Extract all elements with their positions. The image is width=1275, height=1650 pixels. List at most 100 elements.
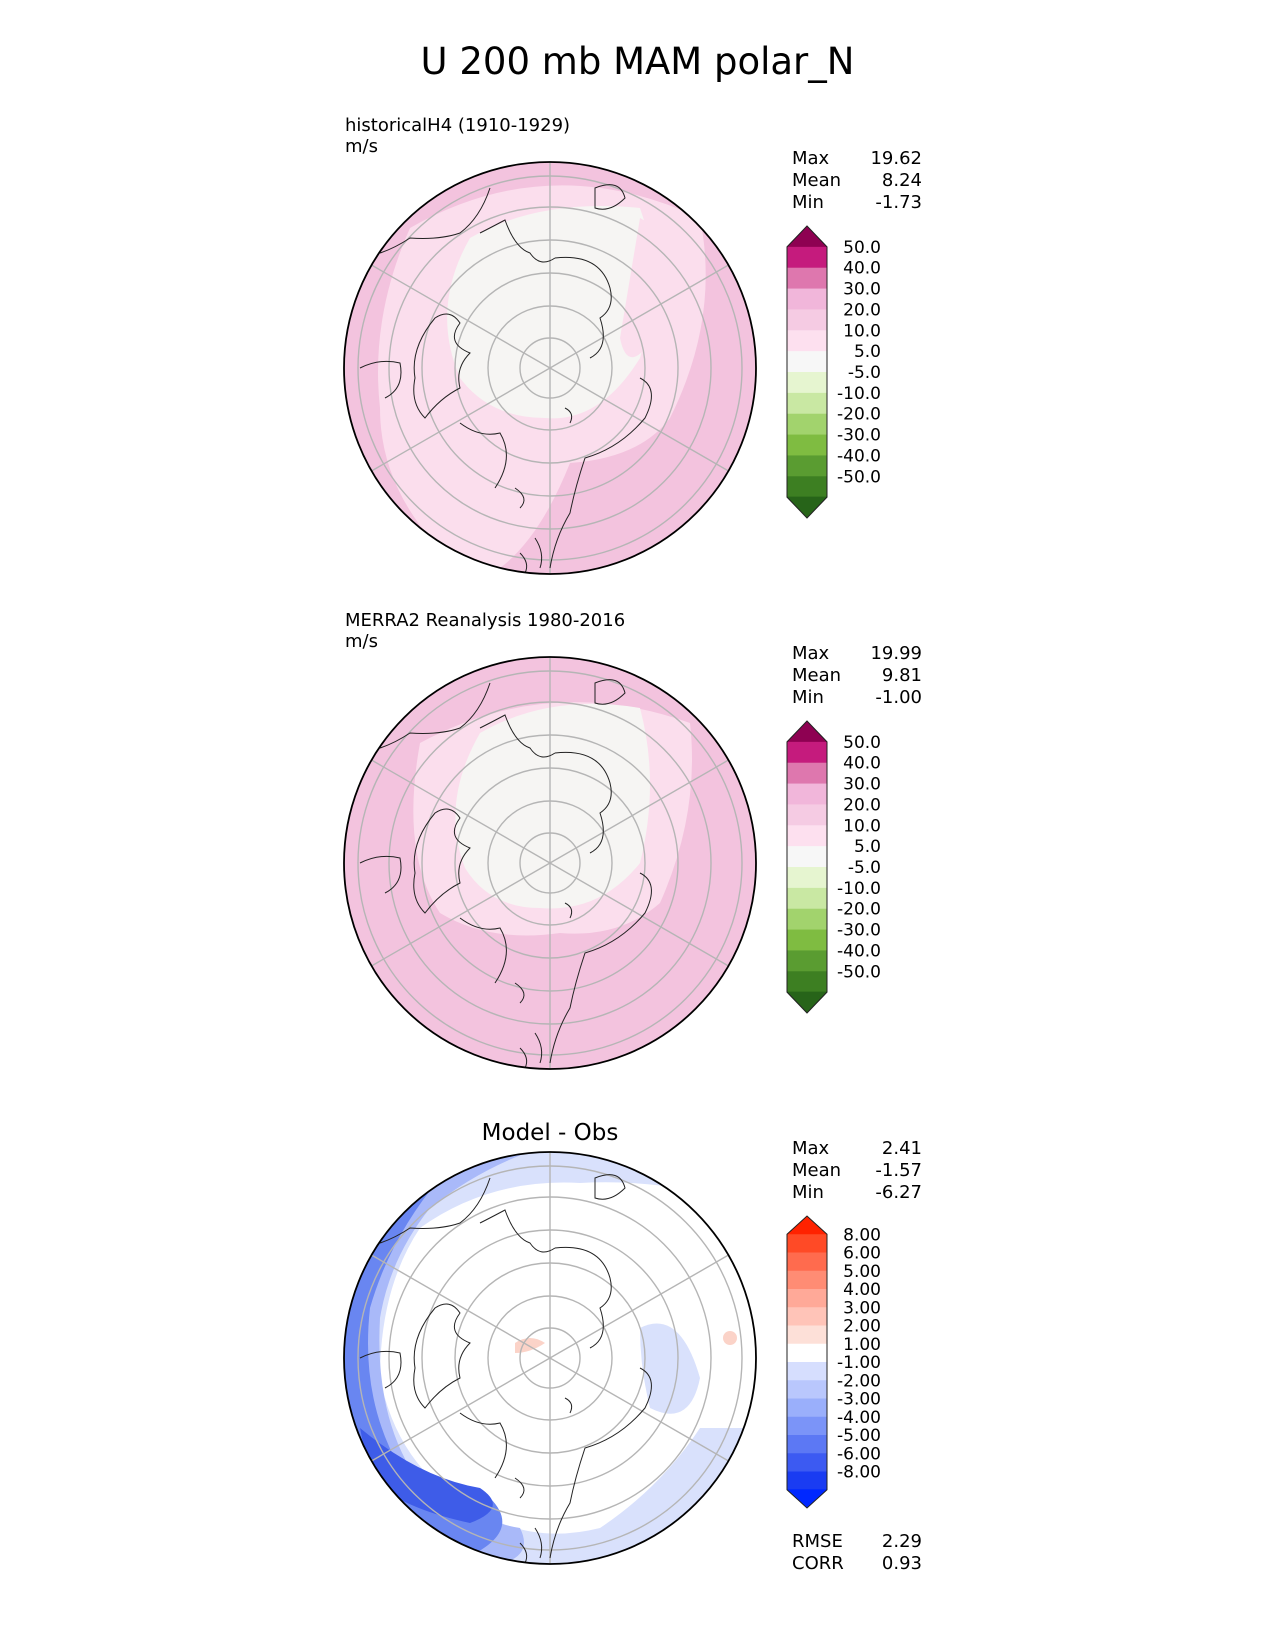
panel-model-name: historicalH4 (1910-1929) <box>345 115 571 136</box>
colorbar-tick-label: 5.0 <box>854 342 881 362</box>
colorbar-segment <box>787 1325 827 1345</box>
colorbar-extension-min <box>787 1489 827 1508</box>
panel-diff-stats: Max 2.41 Mean -1.57 Min -6.27 <box>792 1138 922 1204</box>
panel-diff-metrics: RMSE 2.29 CORR 0.93 <box>792 1531 922 1575</box>
panel-obs-label: MERRA2 Reanalysis 1980-2016 m/s <box>345 610 625 652</box>
colorbar-segment <box>787 1416 827 1436</box>
colorbar-segment <box>787 1270 827 1290</box>
colorbar-tick-label: 4.00 <box>843 1280 881 1300</box>
colorbar-tick-label: 3.00 <box>843 1298 881 1318</box>
colorbar-tick-label: -20.0 <box>837 900 881 920</box>
colorbar-segment <box>787 950 827 972</box>
colorbar-segment <box>787 846 827 868</box>
colorbar-obs: 50.040.030.020.010.05.0-5.0-10.0-20.0-30… <box>786 720 881 1014</box>
colorbar-outline <box>786 720 828 1014</box>
stat-row: Min -1.73 <box>792 192 922 213</box>
panel-diff-title: Model - Obs <box>481 1120 619 1146</box>
stat-row: Max 2.41 <box>792 1138 922 1159</box>
colorbar-tick-label: 2.00 <box>843 1317 881 1337</box>
panel-obs-name: MERRA2 Reanalysis 1980-2016 <box>345 610 626 631</box>
stat-row: Max 19.62 <box>792 148 922 169</box>
colorbar-tick-label: -10.0 <box>837 384 881 404</box>
colorbar-segment <box>787 887 827 910</box>
colorbar-tick-label: 10.0 <box>843 321 881 341</box>
panel-obs-units: m/s <box>345 631 378 652</box>
colorbar-tick-label: -50.0 <box>837 467 881 487</box>
stat-row: Mean 8.24 <box>792 170 922 191</box>
colorbar-segment <box>787 804 827 826</box>
colorbar-tick-label: -4.00 <box>837 1408 881 1428</box>
colorbar-extension-max <box>787 1216 827 1235</box>
stat-row: Min -1.00 <box>792 687 922 708</box>
colorbar-segment <box>787 1380 827 1399</box>
colorbar-tick-label: -20.0 <box>837 405 881 425</box>
colorbar-extension-max <box>787 226 827 248</box>
colorbar-tick-label: -50.0 <box>837 962 881 982</box>
colorbar-tick-label: 20.0 <box>843 795 881 815</box>
colorbar-segment <box>787 1343 827 1363</box>
field-inner <box>455 703 650 909</box>
colorbar-tick-label: -30.0 <box>837 426 881 446</box>
panel-model-units: m/s <box>345 136 378 157</box>
colorbar-tick-label: -6.00 <box>837 1444 881 1464</box>
colorbar-segment <box>787 1362 827 1381</box>
metric-row: CORR 0.93 <box>792 1553 922 1574</box>
map-diff <box>343 1151 757 1565</box>
colorbar-tick-label: 20.0 <box>843 300 881 320</box>
stat-row: Mean -1.57 <box>792 1160 922 1181</box>
colorbar-tick-label: -5.00 <box>837 1426 881 1446</box>
colorbar-tick-label: -2.00 <box>837 1371 881 1391</box>
colorbar-segment <box>787 762 827 785</box>
colorbar-extension-min <box>787 496 827 518</box>
colorbar-segment <box>787 1398 827 1418</box>
colorbar-segment <box>787 455 827 477</box>
colorbar-tick-label: -3.00 <box>837 1390 881 1410</box>
colorbar-tick-label: 5.0 <box>854 837 881 857</box>
colorbar-tick-label: -5.0 <box>848 858 881 878</box>
colorbar-segment <box>787 741 827 764</box>
colorbar-segment <box>787 867 827 889</box>
map-border <box>343 161 757 575</box>
colorbar-segment <box>787 246 827 269</box>
colorbar-segment <box>787 288 827 310</box>
colorbar-tick-label: 50.0 <box>843 238 881 258</box>
stat-row: Mean 9.81 <box>792 665 922 686</box>
colorbar-tick-label: -8.00 <box>837 1463 881 1483</box>
coastlines <box>359 679 652 1069</box>
colorbar-segment <box>787 971 827 993</box>
colorbar-extension-max <box>787 721 827 743</box>
colorbar-tick-label: -40.0 <box>837 446 881 466</box>
figure-title: U 200 mb MAM polar_N <box>420 40 855 83</box>
colorbar-tick-label: 30.0 <box>843 280 881 300</box>
colorbar-segment <box>787 434 827 456</box>
colorbar-segment <box>787 476 827 498</box>
colorbar-model: 50.040.030.020.010.05.0-5.0-10.0-20.0-30… <box>786 225 881 519</box>
graticule <box>357 657 743 1069</box>
colorbar-segment <box>787 929 827 951</box>
map-obs <box>343 656 757 1070</box>
map-border <box>343 656 757 1070</box>
graticule <box>357 162 743 574</box>
field-diff-light-patch <box>640 1323 700 1414</box>
colorbar-tick-label: -30.0 <box>837 921 881 941</box>
colorbar-tick-label: 6.00 <box>843 1244 881 1264</box>
colorbar-segment <box>787 351 827 373</box>
colorbar-outline <box>786 225 828 519</box>
map-model <box>343 161 757 575</box>
colorbar-segment <box>787 783 827 805</box>
colorbar-tick-label: -40.0 <box>837 941 881 961</box>
colorbar-segment <box>787 825 827 847</box>
colorbar-tick-label: 5.00 <box>843 1262 881 1282</box>
map-border <box>343 1151 757 1565</box>
colorbar-diff: 8.006.005.004.003.002.001.00-1.00-2.00-3… <box>786 1215 881 1509</box>
colorbar-segment <box>787 1289 827 1308</box>
panel-model-stats: Max 19.62 Mean 8.24 Min -1.73 <box>792 148 922 214</box>
colorbar-segment <box>787 1307 827 1326</box>
stat-row: Max 19.99 <box>792 643 922 664</box>
colorbar-tick-label: -5.0 <box>848 363 881 383</box>
colorbar-segment <box>787 267 827 290</box>
stat-row: Min -6.27 <box>792 1182 922 1203</box>
colorbar-segment <box>787 413 827 436</box>
coastlines <box>359 1174 652 1564</box>
colorbar-tick-label: -1.00 <box>837 1353 881 1373</box>
